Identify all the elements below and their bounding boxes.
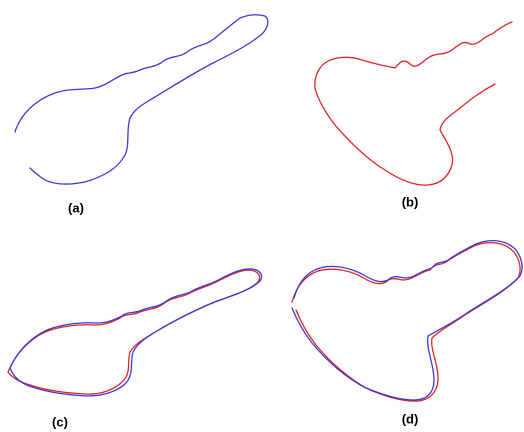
panel-c: (c) bbox=[8, 269, 262, 430]
panel-label: (b) bbox=[402, 194, 419, 209]
contour-blue bbox=[10, 269, 262, 396]
figure: (a) (b) (c) (d) bbox=[0, 0, 524, 432]
panel-a: (a) bbox=[15, 15, 268, 216]
panel-d: (d) bbox=[292, 241, 522, 427]
panel-label: (d) bbox=[402, 411, 419, 426]
contour-red bbox=[8, 270, 260, 394]
panel-label: (c) bbox=[52, 414, 68, 429]
contour-red bbox=[315, 22, 512, 185]
contour-blue bbox=[15, 15, 268, 184]
panel-label: (a) bbox=[68, 200, 84, 215]
panel-b: (b) bbox=[315, 22, 512, 209]
contour-blue bbox=[292, 241, 522, 400]
